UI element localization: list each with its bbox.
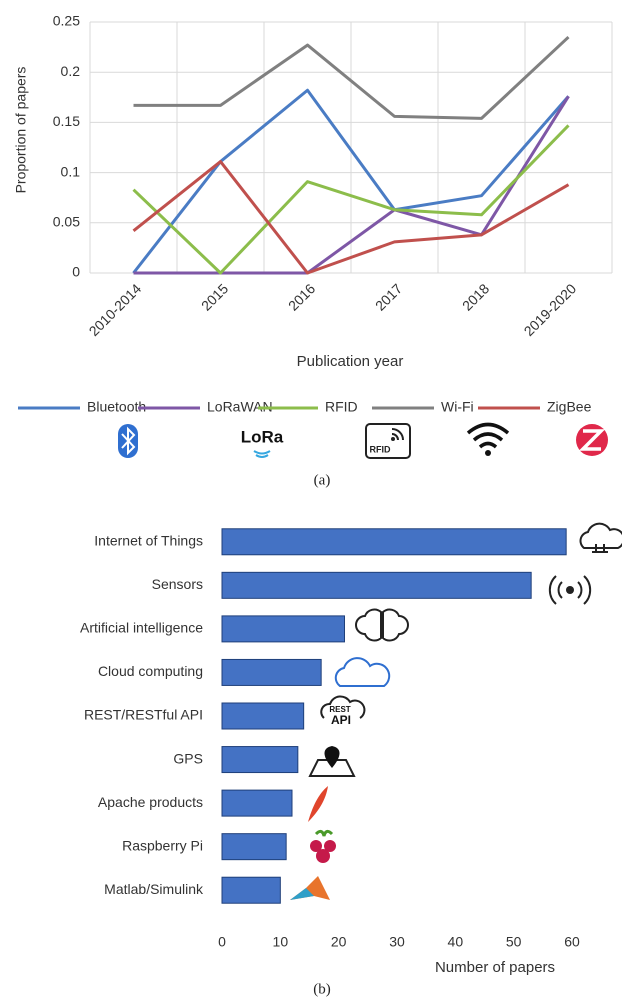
bar xyxy=(221,615,345,643)
x-tick-label: 2018 xyxy=(459,280,492,313)
y-tick-label: Sensors xyxy=(152,576,203,592)
bar xyxy=(221,571,532,599)
bar xyxy=(221,658,322,686)
zigbee-icon xyxy=(576,424,608,456)
icon-text: RFID xyxy=(370,444,391,454)
caption: (a) xyxy=(314,472,331,488)
x-axis-label: Publication year xyxy=(297,353,404,370)
line-series xyxy=(132,88,570,274)
y-axis-label: Proportion of papers xyxy=(13,67,29,194)
icon-text: REST xyxy=(329,705,350,714)
icon-text: API xyxy=(331,713,351,727)
x-axis-label: Number of papers xyxy=(435,959,555,976)
line-series xyxy=(132,124,570,275)
y-tick-label: Raspberry Pi xyxy=(122,837,203,853)
x-tick-label: 0 xyxy=(218,934,226,950)
y-tick-label: GPS xyxy=(173,750,203,766)
x-tick-label: 50 xyxy=(506,934,522,950)
x-tick-label: 2015 xyxy=(198,280,231,313)
bluetooth-icon xyxy=(118,424,138,458)
y-tick-label: 0 xyxy=(72,264,80,280)
bar xyxy=(221,876,281,904)
legend-label: ZigBee xyxy=(547,399,592,415)
raspberry-icon xyxy=(310,829,336,863)
y-tick-label: 0.1 xyxy=(61,163,81,179)
feather-icon xyxy=(308,786,328,822)
bar xyxy=(221,528,567,556)
x-tick-label: 30 xyxy=(389,934,405,950)
cloud-network-icon xyxy=(579,522,622,553)
x-tick-label: 2010-2014 xyxy=(86,280,145,339)
bar xyxy=(221,833,287,861)
line-series xyxy=(133,35,570,120)
y-tick-label: REST/RESTful API xyxy=(84,707,203,723)
wifi-icon xyxy=(466,422,510,456)
y-tick-label: Internet of Things xyxy=(94,532,203,548)
gps-icon xyxy=(308,746,356,777)
icon-text: LoRa xyxy=(241,427,284,446)
rfid-icon: RFID xyxy=(365,423,411,459)
x-tick-label: 60 xyxy=(564,934,580,950)
line-series xyxy=(133,95,570,275)
y-tick-label: Artificial intelligence xyxy=(80,620,203,636)
y-tick-label: 0.15 xyxy=(53,113,80,129)
x-tick-label: 2019-2020 xyxy=(521,280,580,339)
bar xyxy=(221,789,293,817)
y-tick-label: Matlab/Simulink xyxy=(104,881,204,897)
x-tick-label: 10 xyxy=(273,934,289,950)
x-tick-label: 2017 xyxy=(372,280,405,313)
cloud-icon xyxy=(334,657,391,687)
lora-icon: LoRa xyxy=(241,427,284,458)
legend-label: RFID xyxy=(325,399,358,415)
line-series xyxy=(132,160,570,275)
y-tick-label: Cloud computing xyxy=(98,663,203,679)
y-tick-label: 0.2 xyxy=(61,63,81,79)
y-tick-label: 0.05 xyxy=(53,214,80,230)
caption: (b) xyxy=(313,981,331,997)
sensor-icon xyxy=(548,575,592,605)
x-tick-label: 2016 xyxy=(285,280,318,313)
matlab-icon xyxy=(290,876,330,900)
legend-label: Wi-Fi xyxy=(441,399,474,415)
x-tick-label: 40 xyxy=(448,934,464,950)
legend-label: Bluetooth xyxy=(87,399,146,415)
x-tick-label: 20 xyxy=(331,934,347,950)
y-tick-label: 0.25 xyxy=(53,13,80,29)
brain-icon xyxy=(355,608,409,642)
y-tick-label: Apache products xyxy=(98,794,203,810)
bar xyxy=(221,702,305,730)
bar xyxy=(221,746,299,774)
legend-label: LoRaWAN xyxy=(207,399,273,415)
